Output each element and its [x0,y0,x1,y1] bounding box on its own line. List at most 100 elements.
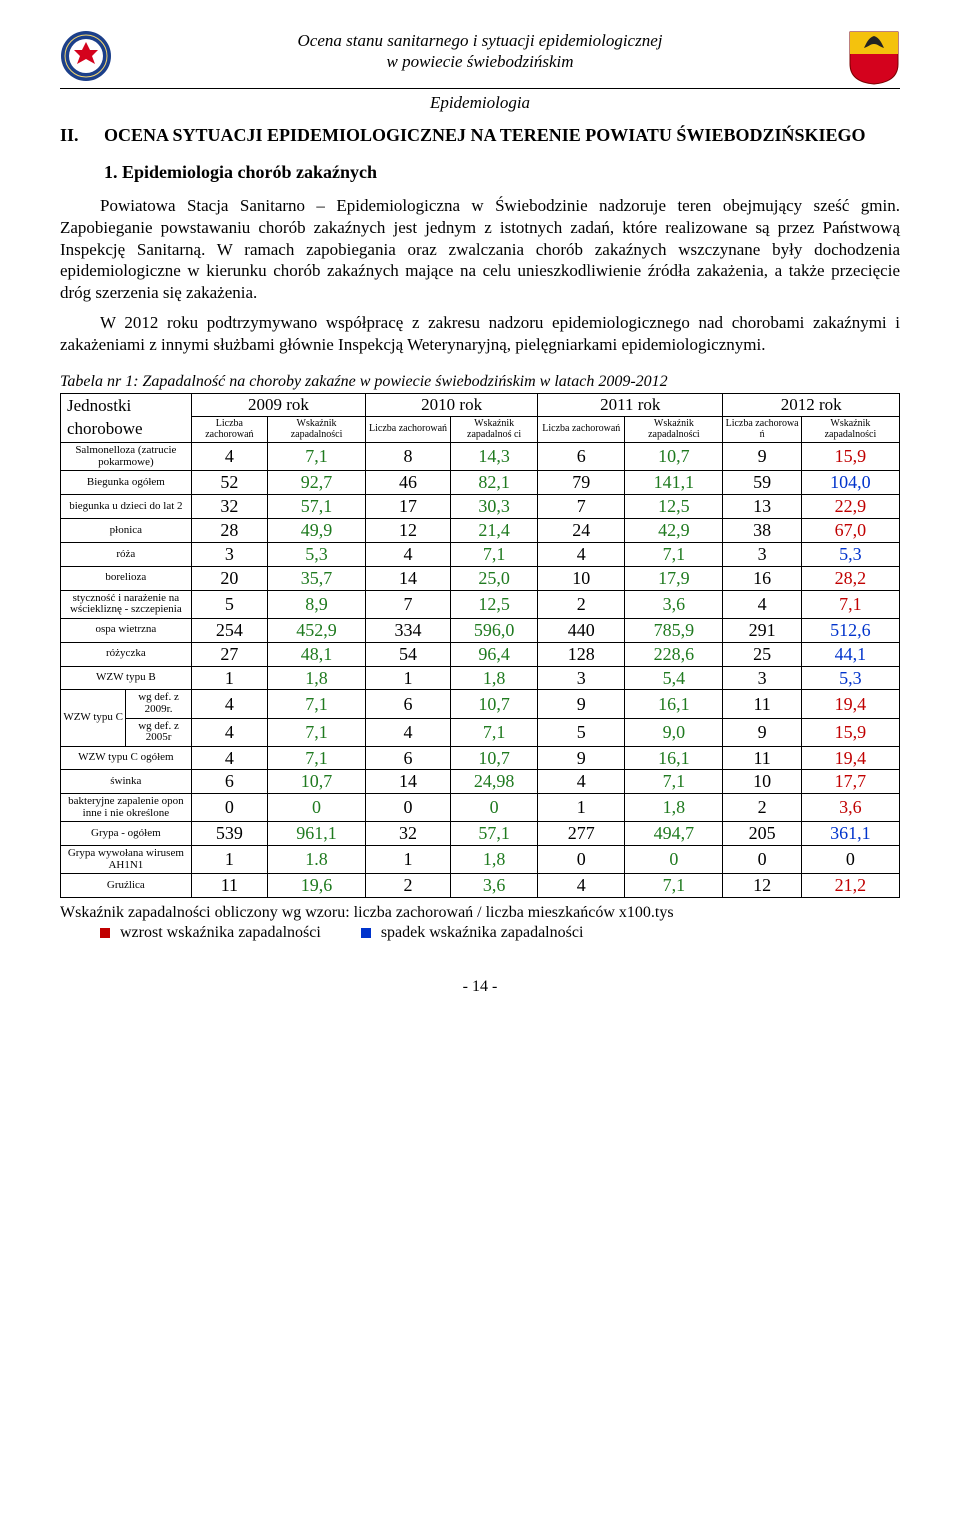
table-cell: 4 [191,443,267,471]
legend: wzrost wskaźnika zapadalności spadek wsk… [100,924,900,942]
table-cell: 25 [723,642,801,666]
table-cell: 4 [538,874,625,898]
subsection-heading: 1. Epidemiologia chorób zakaźnych [104,162,900,183]
table-cell: 10 [723,770,801,794]
subsection-title: Epidemiologia chorób zakaźnych [122,162,377,182]
table-cell: 42,9 [625,518,723,542]
row-label: WZW typu C ogółem [61,746,192,770]
section-roman: II. [60,125,104,146]
sub-wsk-10: Wskaźnik zapadalnoś ci [451,417,538,443]
table-cell: 44,1 [801,642,899,666]
table-cell: 596,0 [451,618,538,642]
table-body: Salmonelloza (zatrucie pokarmowe)47,1814… [61,443,900,898]
table-cell: 4 [538,770,625,794]
table-cell: 205 [723,822,801,846]
table-row: Salmonelloza (zatrucie pokarmowe)47,1814… [61,443,900,471]
table-row: WZW typu C ogółem47,1610,7916,11119,4 [61,746,900,770]
col-year-2012: 2012 rok [723,394,900,417]
table-cell: 38 [723,518,801,542]
table-cell: 79 [538,471,625,495]
table-cell: 57,1 [268,495,366,519]
table-cell: 7,1 [801,590,899,618]
row-label: płonica [61,518,192,542]
table-cell: 16,1 [625,690,723,718]
table-row: Biegunka ogółem5292,74682,179141,159104,… [61,471,900,495]
table-cell: 52 [191,471,267,495]
legend-red-square-icon [100,928,110,938]
table-cell: 21,2 [801,874,899,898]
table-cell: 16,1 [625,746,723,770]
table-cell: 15,9 [801,443,899,471]
legend-decrease: spadek wskaźnika zapadalności [361,924,584,942]
page-number: - 14 - [60,978,900,996]
header-title-line2: w powiecie świebodzińskim [112,51,848,72]
table-cell: 28,2 [801,566,899,590]
table-cell: 291 [723,618,801,642]
sub-liczba-11: Liczba zachorowań [538,417,625,443]
row-label: styczność i narażenie na wściekliznę - s… [61,590,192,618]
table-cell: 5,3 [268,542,366,566]
table-cell: 277 [538,822,625,846]
row-label: róża [61,542,192,566]
table-cell: 7,1 [268,443,366,471]
table-row: róża35,347,147,135,3 [61,542,900,566]
table-row: wg def. z 2005r47,147,159,0915,9 [61,718,900,746]
paragraph-1: Powiatowa Stacja Sanitarno – Epidemiolog… [60,195,900,304]
sub-wsk-12: Wskaźnik zapadalności [801,417,899,443]
table-cell: 7,1 [268,746,366,770]
row-label: Grypa - ogółem [61,822,192,846]
table-cell: 512,6 [801,618,899,642]
table-cell: 22,9 [801,495,899,519]
table-cell: 0 [723,846,801,874]
table-cell: 254 [191,618,267,642]
table-cell: 25,0 [451,566,538,590]
table-cell: 1,8 [625,794,723,822]
table-cell: 7,1 [625,542,723,566]
table-cell: 440 [538,618,625,642]
row-label-group: WZW typu C [61,690,126,746]
table-cell: 1 [366,666,451,690]
table-row: różyczka2748,15496,4128228,62544,1 [61,642,900,666]
table-cell: 27 [191,642,267,666]
table-cell: 5 [538,718,625,746]
table-cell: 48,1 [268,642,366,666]
row-header-2: chorobowe [61,417,192,443]
table-cell: 0 [451,794,538,822]
table-cell: 2 [723,794,801,822]
table-cell: 6 [191,770,267,794]
row-label: świnka [61,770,192,794]
table-cell: 1,8 [451,846,538,874]
table-cell: 5,3 [801,666,899,690]
table-row: Gruźlica1119,623,647,11221,2 [61,874,900,898]
table-cell: 14 [366,566,451,590]
col-year-2011: 2011 rok [538,394,723,417]
table-cell: 4 [366,542,451,566]
table-cell: 494,7 [625,822,723,846]
sub-liczba-12: Liczba zachorowa ń [723,417,801,443]
table-cell: 9 [538,690,625,718]
subsection-number: 1. [104,162,118,182]
table-row: Grypa wywołana wirusem AH1N111.811,80000 [61,846,900,874]
table-cell: 59 [723,471,801,495]
table-cell: 7,1 [625,874,723,898]
table-cell: 0 [801,846,899,874]
row-label: bakteryjne zapalenie opon inne i nie okr… [61,794,192,822]
table-cell: 10 [538,566,625,590]
table-row: płonica2849,91221,42442,93867,0 [61,518,900,542]
table-cell: 0 [366,794,451,822]
table-cell: 4 [191,718,267,746]
table-cell: 961,1 [268,822,366,846]
table-cell: 1 [366,846,451,874]
table-row: Grypa - ogółem539961,13257,1277494,72053… [61,822,900,846]
sub-liczba-10: Liczba zachorowań [366,417,451,443]
table-cell: 4 [366,718,451,746]
table-row: biegunka u dzieci do lat 23257,11730,371… [61,495,900,519]
header-rule [60,88,900,89]
table-cell: 9 [538,746,625,770]
table-cell: 9 [723,718,801,746]
table-cell: 3 [723,542,801,566]
table-cell: 15,9 [801,718,899,746]
table-cell: 14,3 [451,443,538,471]
table-cell: 8 [366,443,451,471]
table-cell: 3,6 [801,794,899,822]
